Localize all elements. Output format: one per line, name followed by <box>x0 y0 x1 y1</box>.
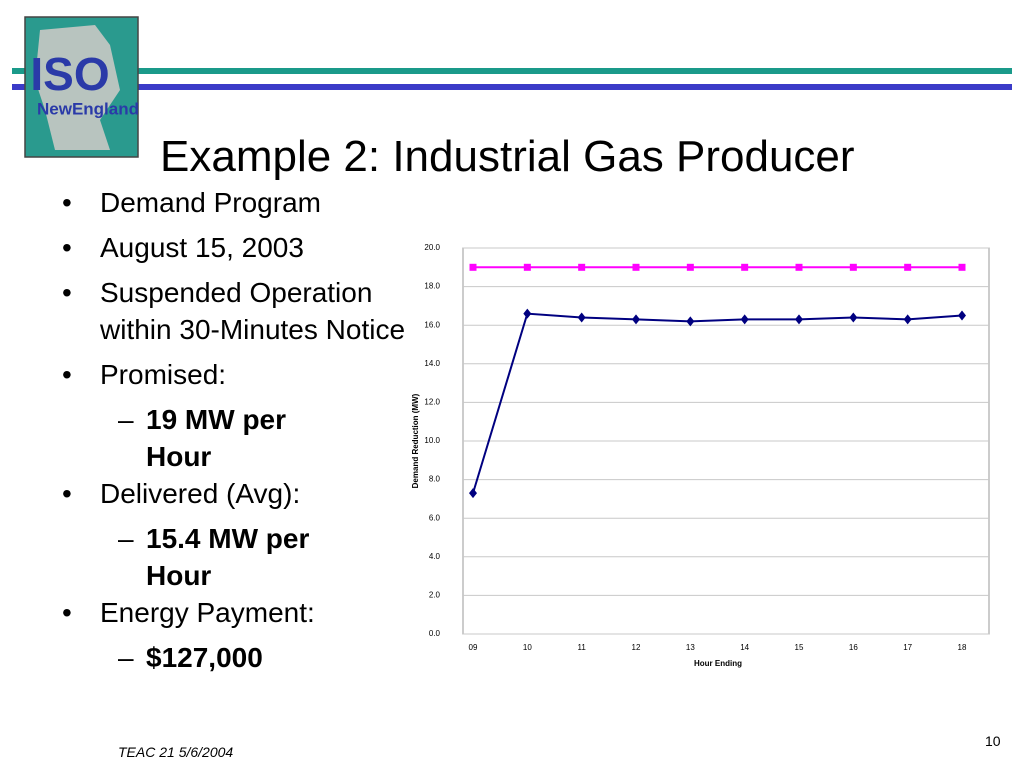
x-tick-label: 17 <box>903 643 912 652</box>
y-tick-label: 14.0 <box>424 359 440 368</box>
y-tick-label: 10.0 <box>424 436 440 445</box>
marker <box>904 263 912 271</box>
x-tick-label: 11 <box>578 643 587 652</box>
sub-bullet: $127,000 <box>100 639 326 676</box>
x-tick-label: 16 <box>849 643 858 652</box>
marker <box>958 263 966 271</box>
bullet: August 15, 2003 <box>62 229 410 266</box>
marker <box>958 310 966 321</box>
marker <box>741 263 749 271</box>
marker <box>849 312 858 323</box>
sub-bullet: 19 MW per Hour <box>100 401 326 475</box>
footer: TEAC 21 5/6/2004 <box>118 744 234 760</box>
marker <box>686 316 695 327</box>
sub-bullet: 15.4 MW per Hour <box>100 520 326 594</box>
x-tick-label: 13 <box>686 643 695 652</box>
y-tick-label: 12.0 <box>424 398 440 407</box>
y-tick-label: 4.0 <box>429 552 441 561</box>
logo-map <box>35 25 120 150</box>
deco-line <box>12 68 1012 74</box>
marker <box>523 263 531 271</box>
bullet: Energy Payment: <box>62 594 410 631</box>
logo-text: NewEngland <box>37 99 139 118</box>
marker <box>577 312 586 323</box>
y-tick-label: 6.0 <box>429 513 441 522</box>
bullet: Delivered (Avg): <box>62 475 410 512</box>
bullet: Demand Program <box>62 184 410 221</box>
x-axis-title: Hour Ending <box>694 659 742 668</box>
y-tick-label: 0.0 <box>429 629 441 638</box>
marker <box>849 263 857 271</box>
y-tick-label: 8.0 <box>429 475 441 484</box>
series-line <box>472 312 963 494</box>
bullet: Promised: <box>62 356 410 393</box>
y-tick-label: 20.0 <box>424 243 440 252</box>
marker <box>578 263 586 271</box>
marker <box>469 263 477 271</box>
x-tick-label: 18 <box>958 643 967 652</box>
x-tick-label: 10 <box>523 643 532 652</box>
bullet-list: Demand Program August 15, 2003 Suspended O… <box>62 184 410 676</box>
x-tick-label: 09 <box>469 643 478 652</box>
page-number: 10 <box>985 733 1001 749</box>
y-tick-label: 18.0 <box>424 282 440 291</box>
deco-line <box>12 84 1012 90</box>
marker <box>795 314 803 325</box>
marker <box>686 263 694 271</box>
x-tick-label: 15 <box>795 643 804 652</box>
slide-title: Example 2: Industrial Gas Producer <box>160 132 855 181</box>
y-axis-title: Demand Reduction (MW) <box>411 393 420 488</box>
logo-text: ISO <box>30 48 109 100</box>
y-tick-label: 2.0 <box>429 591 441 600</box>
marker <box>795 263 803 271</box>
y-tick-label: 16.0 <box>424 320 440 329</box>
x-tick-label: 12 <box>632 643 641 652</box>
bullet: Suspended Operation within 30-Minutes No… <box>62 274 410 348</box>
marker <box>903 314 912 325</box>
marker <box>523 308 532 319</box>
marker <box>740 314 749 325</box>
marker <box>632 263 640 271</box>
marker <box>632 314 640 325</box>
marker <box>469 488 477 499</box>
x-tick-label: 14 <box>740 643 749 652</box>
